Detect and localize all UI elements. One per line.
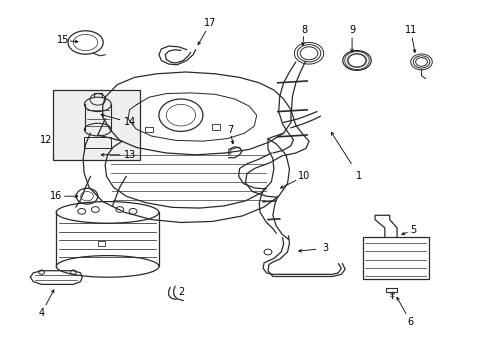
- Text: 10: 10: [297, 171, 310, 181]
- Text: 6: 6: [407, 317, 413, 327]
- Bar: [84, 137, 111, 148]
- Text: 12: 12: [40, 135, 53, 145]
- Bar: [386, 288, 396, 292]
- Bar: [212, 124, 220, 130]
- Text: 9: 9: [348, 24, 354, 35]
- Bar: [53, 90, 140, 160]
- Text: 14: 14: [123, 117, 136, 127]
- Text: 4: 4: [39, 308, 44, 318]
- Text: 16: 16: [50, 191, 62, 201]
- Text: 3: 3: [322, 243, 327, 253]
- Text: 2: 2: [178, 287, 183, 297]
- Text: 8: 8: [301, 24, 306, 35]
- Text: 7: 7: [226, 125, 232, 135]
- Text: 1: 1: [356, 171, 362, 181]
- Bar: [362, 237, 428, 279]
- Text: 13: 13: [123, 150, 136, 160]
- Bar: [98, 241, 104, 246]
- Bar: [145, 127, 153, 132]
- Text: 17: 17: [203, 18, 216, 28]
- Text: 15: 15: [57, 35, 70, 45]
- Text: 11: 11: [404, 24, 416, 35]
- Text: 5: 5: [409, 225, 415, 235]
